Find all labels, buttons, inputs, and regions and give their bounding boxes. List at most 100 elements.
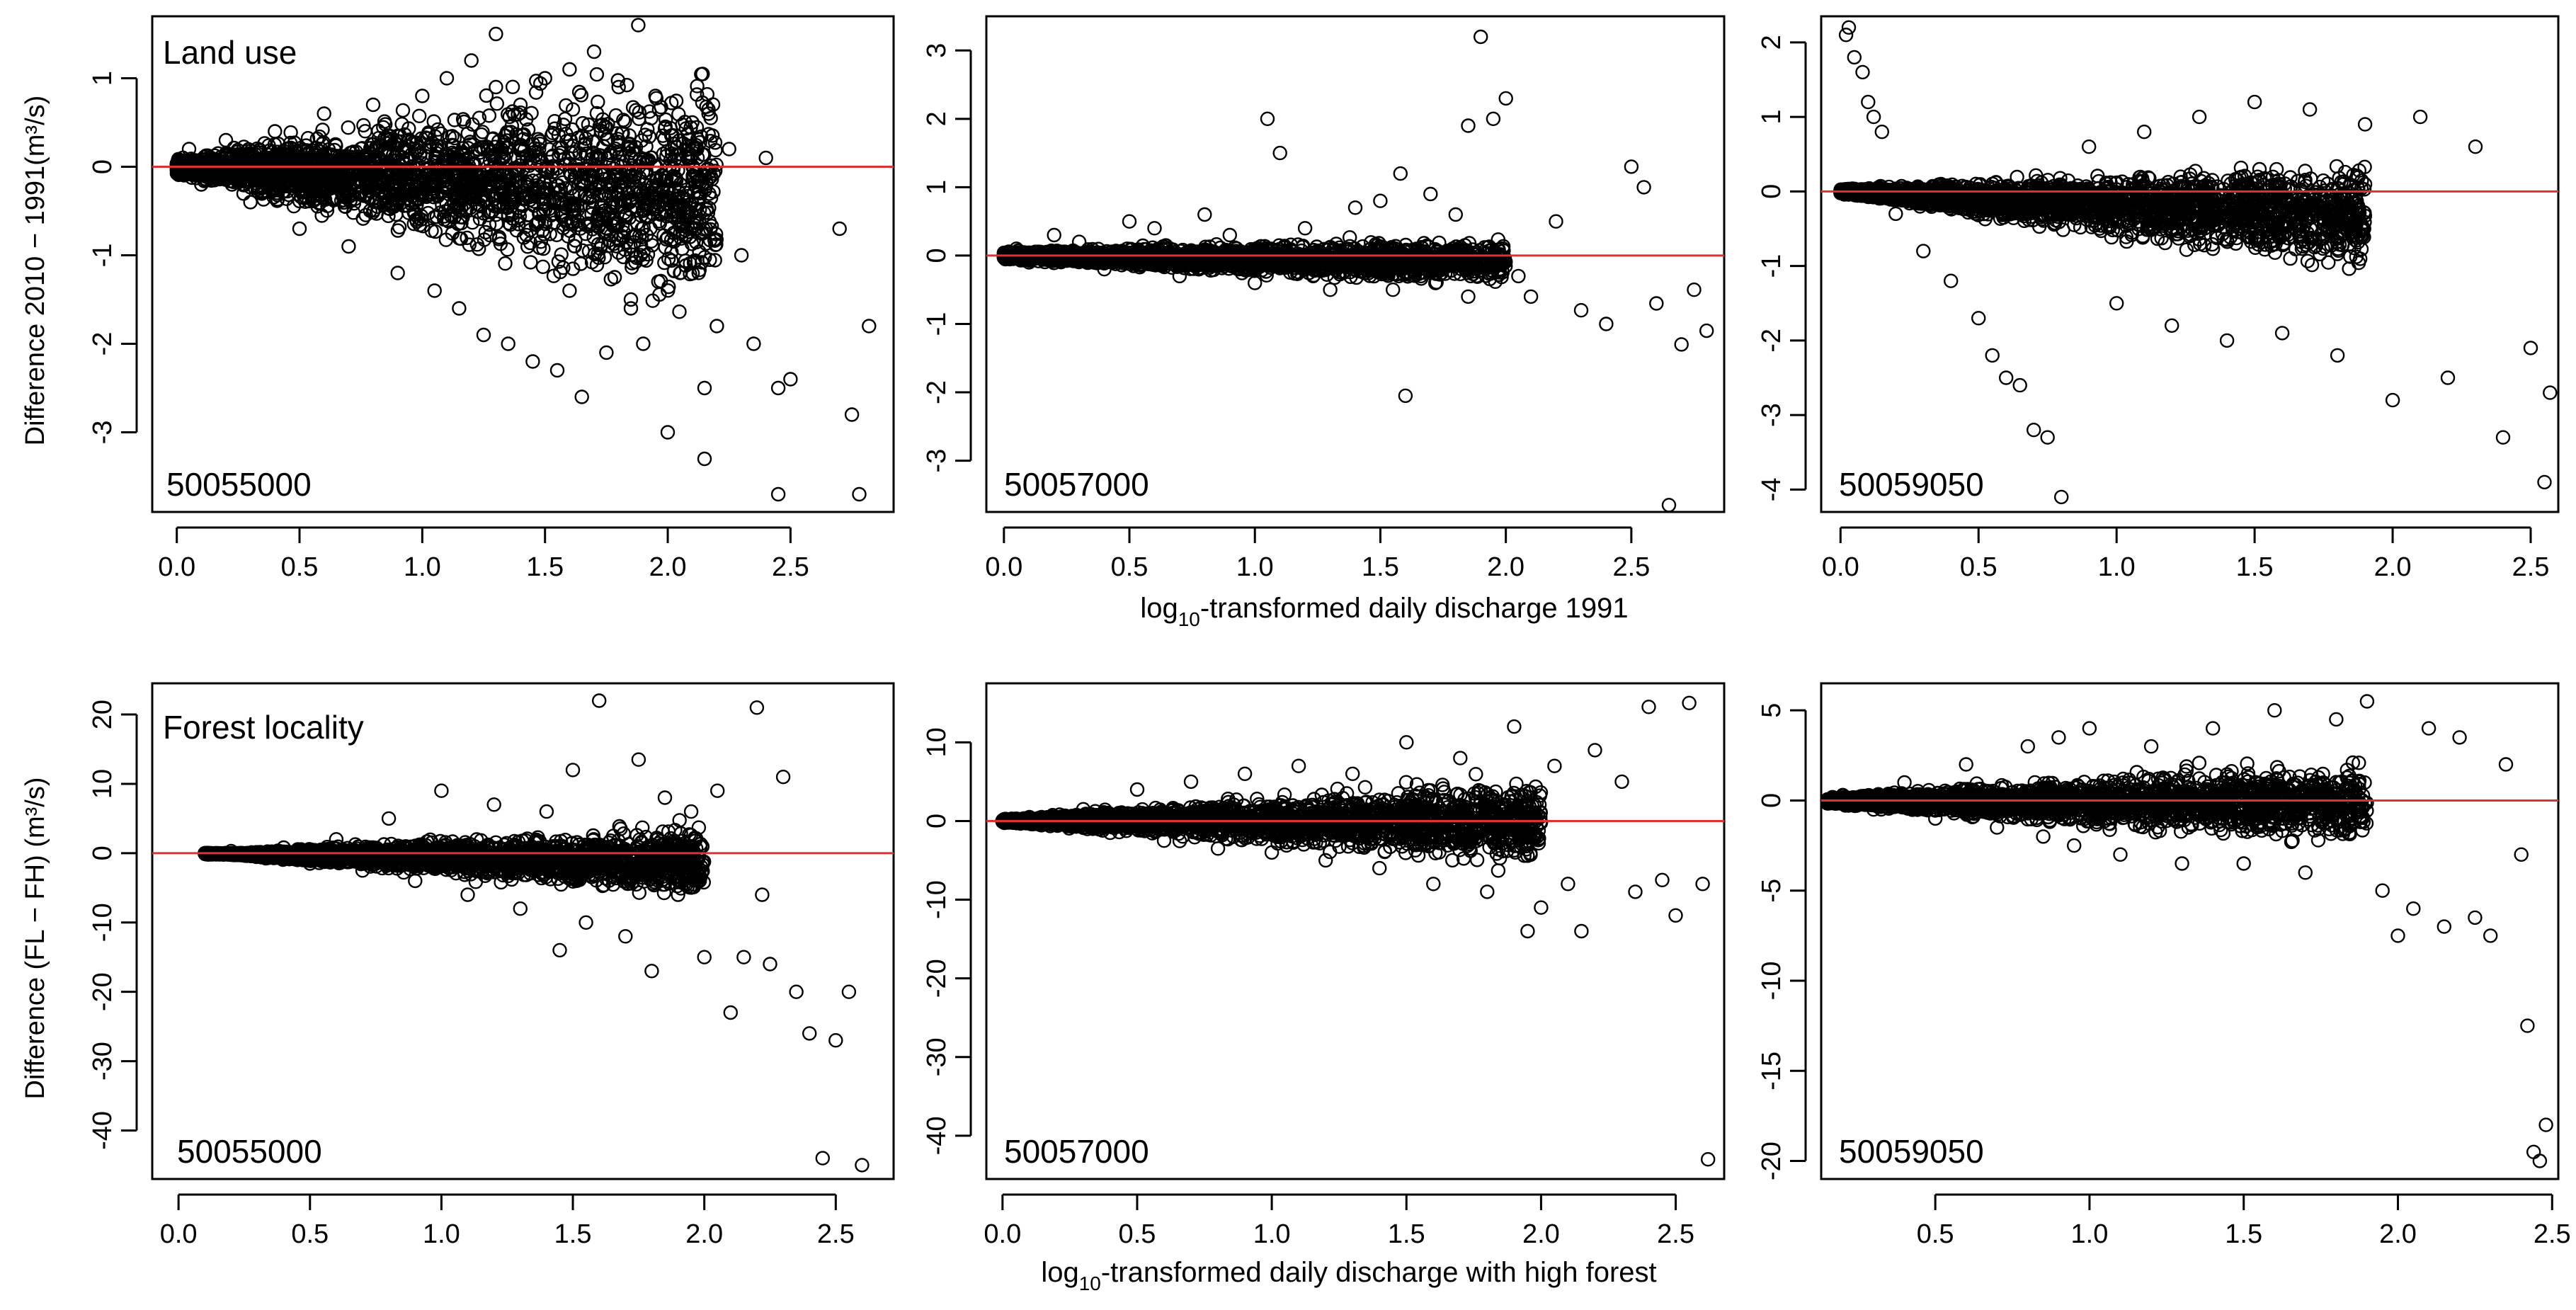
data-point <box>862 319 877 334</box>
data-point <box>844 407 860 422</box>
y-tick-label: 3 <box>922 43 952 58</box>
data-point <box>562 283 577 298</box>
data-point <box>489 216 504 231</box>
data-point <box>1599 317 1614 331</box>
data-point <box>505 79 520 95</box>
data-point <box>1473 29 1488 45</box>
data-point <box>783 372 798 387</box>
data-point <box>427 283 442 298</box>
data-point <box>599 345 614 360</box>
data-point <box>832 221 847 237</box>
data-point <box>1047 227 1061 243</box>
data-point <box>415 89 430 103</box>
data-point <box>489 79 503 95</box>
data-point <box>697 451 712 467</box>
data-point <box>1461 289 1476 304</box>
data-point <box>243 195 258 210</box>
y-tick-label: 2 <box>922 111 952 126</box>
data-point <box>1636 180 1651 195</box>
x-tick-label: 2.5 <box>1612 552 1650 582</box>
data-point <box>476 327 491 343</box>
data-point <box>525 354 540 369</box>
x-tick-label: 0.5 <box>1111 552 1149 582</box>
data-point <box>355 211 370 226</box>
data-point <box>452 301 467 316</box>
data-point <box>1385 283 1401 297</box>
data-point <box>341 120 355 135</box>
data-point <box>1511 268 1526 284</box>
data-point <box>395 103 411 118</box>
y-tick-label: 1 <box>88 71 118 86</box>
data-point <box>426 114 441 129</box>
data-point <box>1448 207 1464 222</box>
data-point <box>1347 200 1363 215</box>
x-tick-label: 0.0 <box>158 552 195 582</box>
data-point <box>746 336 761 351</box>
data-point <box>1674 337 1689 352</box>
x-tick-label: 1.0 <box>404 552 441 582</box>
data-point <box>852 486 867 502</box>
data-point <box>623 301 639 316</box>
x-tick-label: 2.5 <box>772 552 809 582</box>
y-tick-label: 0 <box>88 159 118 174</box>
data-point <box>1649 296 1664 311</box>
data-point <box>1687 283 1702 297</box>
data-point <box>734 248 749 263</box>
point-cloud <box>996 230 1513 290</box>
data-point <box>464 53 479 68</box>
data-point <box>1423 186 1438 202</box>
data-point <box>1699 323 1714 338</box>
y-tick-label: 1 <box>922 180 952 195</box>
data-point <box>1147 221 1162 236</box>
y-tick-label: -2 <box>88 332 118 356</box>
data-point <box>1373 193 1388 208</box>
data-point <box>356 118 371 133</box>
y-tick-label: -1 <box>88 244 118 268</box>
data-point <box>1247 275 1263 290</box>
data-point <box>317 106 331 121</box>
data-point <box>660 425 676 440</box>
data-point <box>1260 111 1275 127</box>
plot-frame <box>1820 15 2560 513</box>
data-point <box>447 113 462 127</box>
x-tick-label: 2.0 <box>649 552 687 582</box>
data-point <box>218 132 234 148</box>
data-point <box>571 84 587 100</box>
data-point <box>535 259 550 274</box>
data-point <box>770 486 786 502</box>
data-point <box>574 389 589 404</box>
data-point <box>1498 91 1513 106</box>
data-point <box>365 97 381 113</box>
data-point <box>554 247 569 262</box>
data-point <box>1398 388 1413 404</box>
data-point <box>690 79 705 93</box>
data-point <box>1393 166 1408 181</box>
data-point <box>1549 214 1563 229</box>
data-point <box>722 142 736 156</box>
data-point <box>672 304 687 319</box>
data-point <box>1461 118 1476 133</box>
data-point <box>412 108 427 124</box>
data-point <box>1323 283 1338 297</box>
data-point <box>770 380 786 396</box>
data-point <box>1222 227 1238 243</box>
data-point <box>565 102 581 117</box>
data-point <box>1486 111 1501 127</box>
data-point <box>268 124 283 139</box>
data-point <box>498 256 513 271</box>
data-point <box>549 363 565 378</box>
data-point <box>697 380 712 396</box>
x-tick-label: 2.0 <box>1487 552 1524 582</box>
data-point <box>636 336 651 351</box>
y-tick-label: -2 <box>922 380 952 404</box>
data-point <box>586 44 602 59</box>
x-tick-label: 1.5 <box>526 552 564 582</box>
data-point <box>501 336 515 351</box>
data-point <box>589 67 605 82</box>
point-cloud <box>1833 159 2373 276</box>
x-tick-label: 0.5 <box>281 552 319 582</box>
data-point <box>523 255 538 270</box>
data-point <box>1122 214 1137 229</box>
x-tick-label: 0.0 <box>985 552 1022 582</box>
